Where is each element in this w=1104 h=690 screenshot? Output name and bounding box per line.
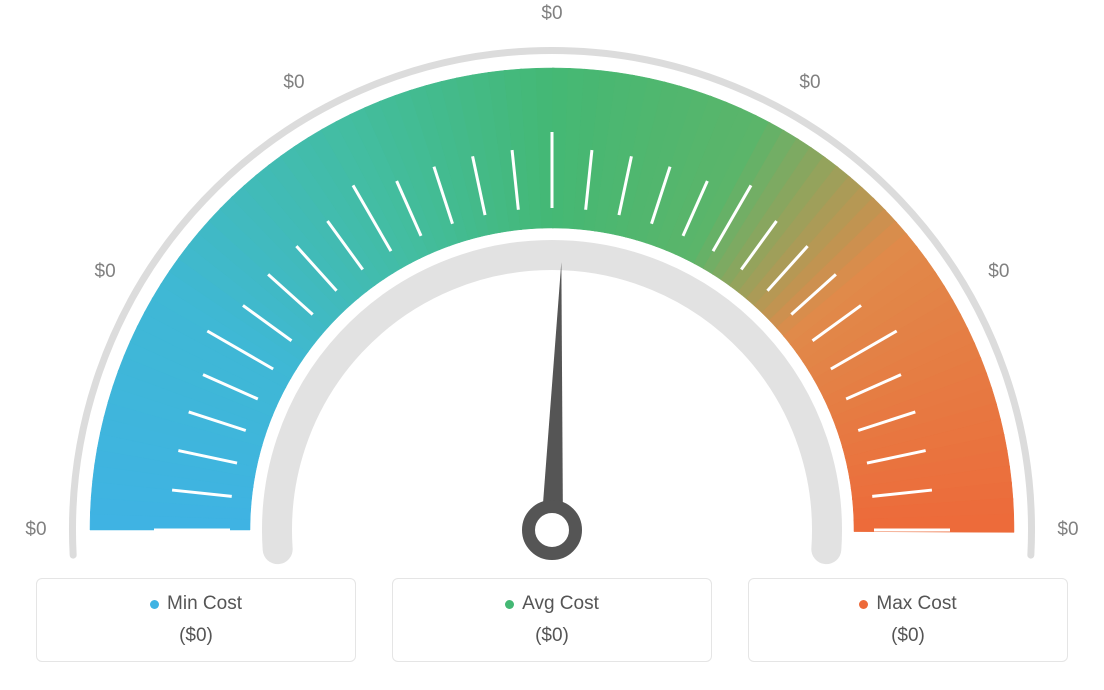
legend-label-avg: Avg Cost [522,593,599,615]
legend-value-min: ($0) [37,625,355,647]
gauge-tick-label: $0 [95,261,116,283]
legend-dot-max [859,600,868,609]
gauge-cost-chart: $0 $0 $0 $0 $0 $0 $0 Min Cost ($0) Avg Cost ($… [0,0,1104,690]
legend-title-avg: Avg Cost [505,593,599,615]
legend-card-avg: Avg Cost ($0) [392,578,712,662]
gauge-tick-label: $0 [541,3,562,25]
legend-row: Min Cost ($0) Avg Cost ($0) Max Cost ($0… [0,578,1104,662]
legend-dot-avg [505,600,514,609]
legend-card-min: Min Cost ($0) [36,578,356,662]
gauge-tick-label: $0 [988,261,1009,283]
gauge-area: $0 $0 $0 $0 $0 $0 $0 [0,0,1104,570]
gauge-tick-label: $0 [1057,519,1078,541]
gauge-tick-label: $0 [799,72,820,94]
legend-title-max: Max Cost [859,593,956,615]
legend-label-min: Min Cost [167,593,242,615]
legend-dot-min [150,600,159,609]
gauge-tick-label: $0 [283,72,304,94]
legend-value-max: ($0) [749,625,1067,647]
gauge-svg [0,0,1104,570]
legend-title-min: Min Cost [150,593,242,615]
legend-card-max: Max Cost ($0) [748,578,1068,662]
gauge-tick-label: $0 [25,519,46,541]
legend-label-max: Max Cost [876,593,956,615]
legend-value-avg: ($0) [393,625,711,647]
